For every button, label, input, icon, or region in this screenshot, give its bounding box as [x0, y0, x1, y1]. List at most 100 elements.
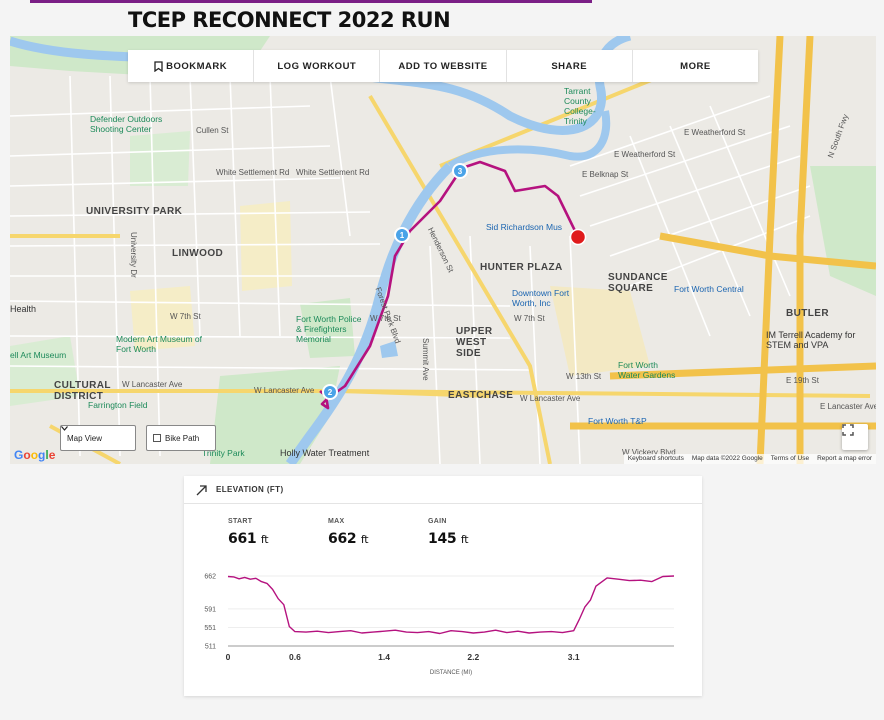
stat-start-label: START	[228, 518, 253, 525]
map-label-water-gardens: Fort Worth Water Gardens	[618, 360, 676, 380]
map-label-linwood: LINWOOD	[172, 248, 224, 259]
map-label-im-terrell: IM Terrell Academy for STEM and VPA	[766, 330, 856, 350]
page-title: TCEP RECONNECT 2022 RUN	[128, 8, 451, 32]
street-w-lancaster: W Lancaster Ave	[254, 386, 315, 395]
x-tick-label: 3.1	[568, 652, 580, 662]
bookmark-label: BOOKMARK	[166, 60, 228, 72]
stat-max-unit: ft	[360, 533, 369, 546]
stat-max-value: 662 ft	[328, 531, 369, 547]
map-label-hunter-plaza: HUNTER PLAZA	[480, 262, 563, 273]
street-summit: Summit Ave	[421, 338, 430, 381]
share-button[interactable]: SHARE	[507, 50, 633, 82]
map-label-health: Health	[10, 304, 37, 314]
map-label-modern-art: Modern Art Museum of Fort Worth	[116, 334, 202, 354]
street-w-7th-3: W 7th St	[514, 314, 545, 323]
map-label-fw-police: Fort Worth Police & Firefighters Memoria…	[296, 314, 362, 344]
street-e-weatherford-2: E Weatherford St	[684, 128, 746, 137]
stat-start: START 661 ft	[228, 518, 269, 547]
map-label-defender: Defender Outdoors Shooting Center	[90, 114, 163, 134]
log-workout-button[interactable]: LOG WORKOUT	[254, 50, 381, 82]
street-white-settlement: White Settlement Rd	[216, 168, 290, 177]
add-to-website-button[interactable]: ADD TO WEBSITE	[380, 50, 507, 82]
street-w-vickery: W Vickery Blvd	[622, 448, 676, 457]
elevation-panel: ELEVATION (FT) START 661 ft MAX 662 ft G…	[184, 476, 702, 696]
route-toolbar: BOOKMARK LOG WORKOUT ADD TO WEBSITE SHAR…	[128, 50, 758, 82]
more-label: MORE	[680, 60, 711, 72]
street-w-7th: W 7th St	[170, 312, 201, 321]
map-label-kimbell: ell Art Museum	[10, 350, 67, 360]
map-label-university-park: UNIVERSITY PARK	[86, 206, 183, 217]
map-label-downtown-fw: Downtown Fort Worth, Inc	[512, 288, 570, 308]
elevation-title: ELEVATION (FT)	[216, 485, 284, 494]
keyboard-shortcuts-link[interactable]: Keyboard shortcuts	[627, 455, 684, 462]
stat-gain-number: 145	[428, 531, 457, 547]
stat-start-value: 661 ft	[228, 531, 269, 547]
more-button[interactable]: MORE	[633, 50, 758, 82]
google-logo: Google	[14, 448, 56, 462]
route-path	[319, 160, 580, 410]
map-label-tarrant: Tarrant County College- Trinity	[564, 86, 596, 126]
map-view-select[interactable]: Map View	[60, 425, 136, 451]
map-canvas	[10, 36, 876, 464]
trending-up-icon	[196, 484, 207, 495]
street-w-lancaster-3: W Lancaster Ave	[520, 394, 581, 403]
stat-gain: GAIN 145 ft	[428, 518, 469, 547]
stat-start-number: 661	[228, 531, 257, 547]
street-white-settlement-2: White Settlement Rd	[296, 168, 370, 177]
street-w-lancaster-2: W Lancaster Ave	[122, 380, 183, 389]
elevation-header: ELEVATION (FT)	[184, 476, 702, 504]
y-tick-label: 511	[205, 644, 216, 651]
stat-max-number: 662	[328, 531, 357, 547]
elevation-chart: 662 591 551 511 0 0.6 1.4 2.2 3.1 DISTANCE (MI)	[204, 574, 675, 676]
report-error-link[interactable]: Report a map error	[817, 455, 872, 462]
chevron-down-icon	[61, 426, 68, 431]
bookmark-icon	[154, 60, 163, 72]
map-label-eastchase: EASTCHASE	[448, 390, 514, 401]
fullscreen-button[interactable]	[842, 424, 868, 450]
map-label-sundance-square: SUNDANCE SQUARE	[608, 272, 668, 294]
map-attribution: Keyboard shortcuts Map data ©2022 Google…	[623, 454, 876, 464]
terms-link[interactable]: Terms of Use	[770, 455, 810, 462]
x-tick-label: 2.2	[467, 652, 479, 662]
stat-max: MAX 662 ft	[328, 518, 369, 547]
bike-path-label: Bike Path	[165, 433, 200, 443]
y-tick-label: 662	[204, 574, 216, 581]
bookmark-button[interactable]: BOOKMARK	[128, 50, 255, 82]
street-university-dr: University Dr	[129, 232, 138, 278]
share-label: SHARE	[551, 60, 588, 72]
street-e-19th: E 19th St	[786, 376, 819, 385]
stat-gain-unit: ft	[460, 533, 469, 546]
street-w-7th-2: W 7th St	[370, 314, 401, 323]
elevation-series-line	[227, 575, 675, 635]
route-end-marker	[569, 228, 587, 246]
mile-marker-3[interactable]: 3	[452, 163, 468, 179]
stat-start-unit: ft	[260, 533, 269, 546]
y-tick-label: 591	[204, 606, 216, 613]
x-axis-label: DISTANCE (MI)	[430, 670, 472, 676]
mile-marker-2[interactable]: 2	[322, 384, 338, 400]
map-label-cultural-district: CULTURAL DISTRICT	[54, 380, 111, 402]
map-data-text: Map data ©2022 Google	[691, 455, 763, 462]
x-tick-label: 0	[226, 652, 231, 662]
map-label-sid-richardson: Sid Richardson Mus	[486, 222, 563, 232]
street-cullen: Cullen St	[196, 126, 229, 135]
street-e-lancaster: E Lancaster Ave	[820, 402, 876, 411]
street-e-weatherford: E Weatherford St	[614, 150, 676, 159]
top-accent-bar	[30, 0, 592, 3]
map-label-fw-tp: Fort Worth T&P	[588, 416, 647, 426]
route-map[interactable]: 1 2 3 UNIVERSITY PARK LINWOOD HUNTER PLA…	[10, 36, 876, 464]
map-label-holly-water: Holly Water Treatment	[280, 448, 370, 458]
log-workout-label: LOG WORKOUT	[277, 60, 357, 72]
bike-path-checkbox[interactable]	[153, 434, 161, 442]
map-label-fort-worth-central: Fort Worth Central	[674, 284, 744, 294]
bike-path-toggle[interactable]: Bike Path	[146, 425, 216, 451]
stat-max-label: MAX	[328, 518, 345, 525]
map-label-upper-west-side: UPPER WEST SIDE	[456, 326, 493, 359]
mile-marker-1[interactable]: 1	[394, 227, 410, 243]
fullscreen-icon	[842, 424, 854, 436]
stat-gain-value: 145 ft	[428, 531, 469, 547]
x-tick-label: 0.6	[289, 652, 301, 662]
add-to-website-label: ADD TO WEBSITE	[398, 60, 488, 72]
map-view-label: Map View	[67, 433, 102, 443]
